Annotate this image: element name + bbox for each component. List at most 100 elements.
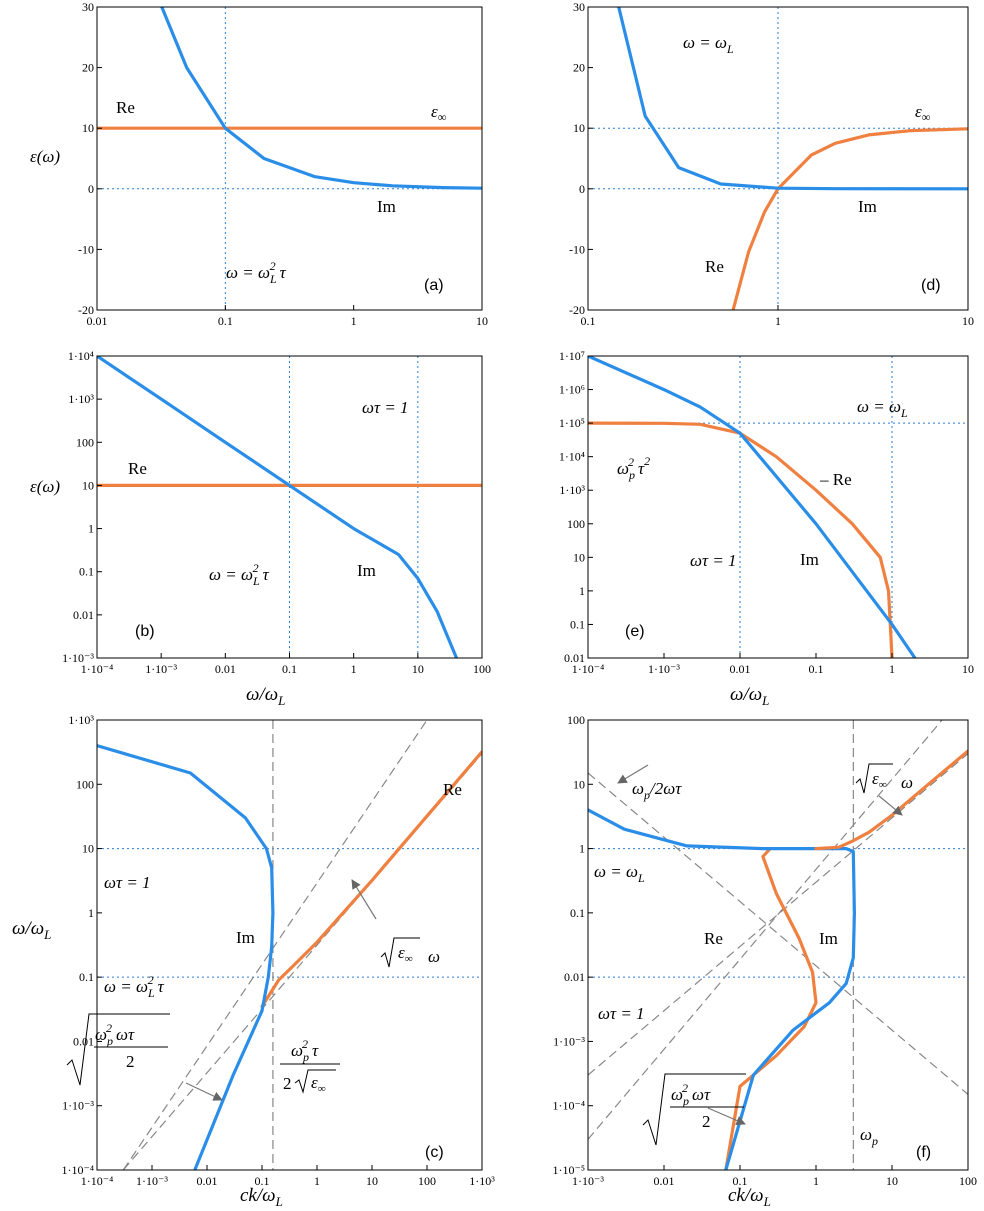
xtick-label-e-5: 10 xyxy=(962,662,974,676)
svg-text:2: 2 xyxy=(126,1052,135,1071)
ytick-label-d-2: 0 xyxy=(579,182,585,196)
ytick-label-f-4: 0.1 xyxy=(570,906,585,920)
ytick-label-b-6: 1·10³ xyxy=(68,392,94,406)
panel-b: 1·10⁻⁴ 1·10⁻³ 0.01 0.1 1 10 1001·10⁻³0.010.111… xyxy=(62,349,491,676)
svg-text:ω: ω xyxy=(428,947,440,966)
ytick-label-c-1: 1·10⁻³ xyxy=(62,1099,94,1113)
panel-label-a: (a) xyxy=(424,277,444,294)
plot-frame-e xyxy=(587,355,969,659)
ytick-label-d-5: 30 xyxy=(573,0,585,14)
panel-e: 1·10⁻⁴ 1·10⁻³ 0.01 0.1 1 10 0.01 0.1 1 10 100 1·10³… xyxy=(559,349,974,676)
xtick-label-b-2: 0.01 xyxy=(215,662,236,676)
panel-d: 0.1 1 10 -20 -10 0 10 20 30 xyxy=(569,0,974,328)
panel-f: 1·10⁻³ 0.01 0.1 1 10 100 1·10⁻⁵ 1·10⁻⁴ 1·10⁻³ 0.0… xyxy=(552,713,977,1188)
plot-frame-f xyxy=(587,719,969,1171)
xlabel-f: ck/ωL xyxy=(728,1185,771,1209)
ytick-label-e-3: 10 xyxy=(573,550,585,564)
ylabel-c: ω/ωL xyxy=(12,918,51,942)
series-re-c xyxy=(260,750,482,1009)
label-omega-wl2tau-c: ω = ωL2 τ xyxy=(104,973,165,1000)
guide-line-c-1 xyxy=(122,720,428,1170)
xtick-label-a-2: 1 xyxy=(351,314,357,328)
ytick-label-e-9: 1·10⁷ xyxy=(559,349,585,363)
xtick-label-a-3: 10 xyxy=(476,314,488,328)
label-eps-inf-d: ε∞ xyxy=(915,102,931,124)
ytick-label-b-4: 10 xyxy=(82,478,94,492)
label-omega-tau-e: ωτ = 1 xyxy=(690,551,737,570)
ytick-label-d-3: 10 xyxy=(573,121,585,135)
xtick-label-c-3: 0.1 xyxy=(255,1174,270,1188)
ytick-label-e-7: 1·10⁵ xyxy=(559,416,585,430)
xtick-label-e-2: 0.01 xyxy=(730,662,751,676)
xtick-label-c-6: 100 xyxy=(418,1174,436,1188)
label-omega-wl-d: ω = ωL xyxy=(683,33,734,56)
label-im-c: Im xyxy=(236,928,255,947)
xtick-label-b-0: 1·10⁻⁴ xyxy=(81,662,114,676)
ytick-label-e-4: 100 xyxy=(567,517,585,531)
label-wp2tau-frac-c: ωp2 τ 2 ε∞ xyxy=(280,1037,340,1095)
label-wp2tau2-e: ωp2 τ2 xyxy=(617,454,650,482)
ytick-label-c-7: 1·10³ xyxy=(68,713,94,727)
ytick-label-f-1: 1·10⁻⁴ xyxy=(552,1099,585,1113)
ytick-label-c-5: 10 xyxy=(82,842,94,856)
svg-text:ω: ω xyxy=(901,773,913,792)
ytick-label-c-0: 1·10⁻⁴ xyxy=(61,1163,94,1177)
label-re-f: Re xyxy=(704,929,723,948)
ytick-label-d-4: 20 xyxy=(573,61,585,75)
ytick-label-f-0: 1·10⁻⁵ xyxy=(552,1163,585,1177)
label-omega-wl-e: ω = ωL xyxy=(857,397,908,420)
ytick-label-f-3: 0.01 xyxy=(564,970,585,984)
xtick-label-b-3: 0.1 xyxy=(282,662,297,676)
xtick-label-f-2: 0.1 xyxy=(733,1174,748,1188)
panel-label-c: (c) xyxy=(425,1144,444,1161)
label-eps-inf-a: ε∞ xyxy=(431,102,447,124)
ylabel-a: ε(ω) xyxy=(30,147,60,166)
guide-line-f-3 xyxy=(588,720,943,1140)
xtick-label-d-1: 1 xyxy=(775,314,781,328)
ytick-label-a-3: 10 xyxy=(82,121,94,135)
ytick-label-b-7: 1·10⁴ xyxy=(68,349,94,363)
label-im-f: Im xyxy=(819,929,838,948)
label-omega-tau-b: ωτ = 1 xyxy=(362,398,409,417)
ytick-label-e-8: 1·10⁶ xyxy=(559,383,585,397)
xtick-label-b-4: 1 xyxy=(351,662,357,676)
xtick-label-e-4: 1 xyxy=(889,662,895,676)
ytick-label-e-6: 1·10⁴ xyxy=(559,450,585,464)
ytick-label-b-0: 1·10⁻³ xyxy=(62,651,94,665)
ytick-label-f-7: 100 xyxy=(567,713,585,727)
xtick-label-d-2: 10 xyxy=(962,314,974,328)
panel-a: 0.01 0.1 1 10 -20 -10 0 10 20 30 xyxy=(78,0,488,328)
guide-line-c-2 xyxy=(122,753,482,1170)
arrow-sqrt-eps-c xyxy=(351,879,377,920)
series-re-d xyxy=(731,127,968,310)
ytick-label-f-5: 1 xyxy=(579,842,585,856)
xlabel-b: ω/ωL xyxy=(246,684,285,708)
plot-frame-c xyxy=(96,719,483,1171)
ytick-label-a-4: 20 xyxy=(82,61,94,75)
label-neg-re-e: – Re xyxy=(819,470,852,489)
label-im-b: Im xyxy=(357,561,376,580)
xtick-label-c-4: 1 xyxy=(314,1174,320,1188)
series-re-e xyxy=(588,421,894,658)
ytick-label-e-1: 0.1 xyxy=(570,617,585,631)
panel-label-b: (b) xyxy=(135,623,155,640)
xtick-label-f-1: 0.01 xyxy=(654,1174,675,1188)
xtick-label-f-3: 1 xyxy=(813,1174,819,1188)
arrow-sqrt-eps-f xyxy=(878,795,903,816)
ytick-label-f-6: 10 xyxy=(573,777,585,791)
ytick-label-c-4: 1 xyxy=(88,906,94,920)
xtick-label-b-5: 10 xyxy=(412,662,424,676)
xlabel-c: ck/ωL xyxy=(240,1185,283,1209)
svg-text:ε∞: ε∞ xyxy=(398,943,413,965)
panel-label-d: (d) xyxy=(921,277,941,294)
xtick-label-a-1: 0.1 xyxy=(218,314,233,328)
panel-label-f: (f) xyxy=(916,1144,931,1161)
series-im-f xyxy=(588,808,857,1170)
svg-text:2: 2 xyxy=(702,1112,711,1131)
xtick-label-c-0: 1·10⁻⁴ xyxy=(81,1174,114,1188)
arrow-wp-over-2wt-f xyxy=(617,764,649,784)
label-omega-tau-f: ωτ = 1 xyxy=(598,1004,645,1023)
ytick-label-b-3: 1 xyxy=(88,522,94,536)
